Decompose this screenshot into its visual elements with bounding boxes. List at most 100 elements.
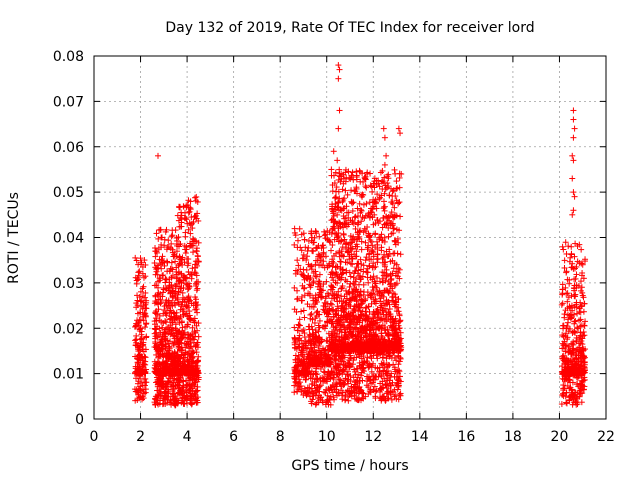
y-tick-label: 0.05 bbox=[53, 185, 84, 201]
data-point bbox=[139, 313, 146, 320]
data-point bbox=[166, 344, 173, 351]
data-point bbox=[157, 397, 164, 404]
data-point bbox=[139, 393, 146, 400]
data-point bbox=[136, 368, 143, 375]
data-point bbox=[336, 107, 343, 114]
data-point bbox=[162, 275, 169, 282]
data-point bbox=[154, 249, 161, 256]
data-point bbox=[305, 244, 312, 251]
data-point bbox=[156, 227, 163, 234]
data-point bbox=[193, 395, 200, 402]
data-point bbox=[381, 161, 388, 168]
data-point bbox=[167, 307, 174, 314]
data-point bbox=[133, 257, 140, 264]
data-point bbox=[137, 325, 144, 332]
data-point bbox=[143, 334, 150, 341]
data-point bbox=[181, 296, 188, 303]
data-point bbox=[164, 244, 171, 251]
data-point bbox=[136, 294, 143, 301]
data-point bbox=[154, 271, 161, 278]
data-point bbox=[159, 359, 166, 366]
data-point bbox=[168, 327, 175, 334]
data-point bbox=[157, 390, 164, 397]
data-point bbox=[132, 337, 139, 344]
x-tick-label: 16 bbox=[457, 429, 475, 445]
data-point bbox=[565, 294, 572, 301]
data-point bbox=[159, 401, 166, 408]
data-point bbox=[189, 225, 196, 232]
data-point bbox=[380, 125, 387, 132]
data-point bbox=[157, 260, 164, 267]
data-point bbox=[134, 275, 141, 282]
data-point bbox=[137, 288, 144, 295]
data-point bbox=[163, 383, 170, 390]
data-point bbox=[168, 351, 175, 358]
data-point bbox=[153, 266, 160, 273]
data-point bbox=[385, 233, 392, 240]
data-point bbox=[142, 346, 149, 353]
data-point bbox=[195, 333, 202, 340]
data-point bbox=[142, 366, 149, 373]
data-point bbox=[335, 75, 342, 82]
data-point bbox=[170, 342, 177, 349]
data-point bbox=[160, 285, 167, 292]
data-point bbox=[358, 246, 365, 253]
data-point bbox=[571, 193, 578, 200]
data-point bbox=[397, 317, 404, 324]
data-point bbox=[142, 310, 149, 317]
data-point bbox=[185, 226, 192, 233]
data-point bbox=[168, 233, 175, 240]
data-point bbox=[182, 215, 189, 222]
data-point bbox=[195, 258, 202, 265]
data-point bbox=[187, 206, 194, 213]
data-point bbox=[167, 322, 174, 329]
data-point bbox=[165, 340, 172, 347]
data-point bbox=[338, 258, 345, 265]
data-point bbox=[153, 395, 160, 402]
data-point bbox=[392, 170, 399, 177]
data-point bbox=[158, 241, 165, 248]
data-point bbox=[178, 216, 185, 223]
data-point bbox=[301, 236, 308, 243]
data-point bbox=[157, 353, 164, 360]
data-point bbox=[391, 238, 398, 245]
data-point bbox=[182, 377, 189, 384]
data-point bbox=[135, 391, 142, 398]
data-point bbox=[163, 226, 170, 233]
data-point bbox=[134, 380, 141, 387]
data-point bbox=[161, 392, 168, 399]
data-point bbox=[154, 323, 161, 330]
data-point bbox=[181, 259, 188, 266]
data-point bbox=[141, 369, 148, 376]
data-point bbox=[170, 357, 177, 364]
data-point bbox=[156, 293, 163, 300]
data-point bbox=[185, 197, 192, 204]
data-point bbox=[188, 214, 195, 221]
data-point bbox=[321, 299, 328, 306]
data-point bbox=[171, 316, 178, 323]
data-point bbox=[142, 289, 149, 296]
x-tick-label: 2 bbox=[136, 429, 145, 445]
data-point bbox=[191, 315, 198, 322]
data-point bbox=[328, 247, 335, 254]
data-point bbox=[152, 253, 159, 260]
data-point bbox=[357, 206, 364, 213]
data-point bbox=[176, 261, 183, 268]
data-point bbox=[138, 331, 145, 338]
data-point bbox=[159, 378, 166, 385]
data-point bbox=[186, 388, 193, 395]
data-point bbox=[192, 306, 199, 313]
data-point bbox=[151, 260, 158, 267]
y-tick-label: 0.08 bbox=[53, 49, 84, 65]
data-point bbox=[158, 338, 165, 345]
data-point bbox=[165, 389, 172, 396]
data-point bbox=[169, 302, 176, 309]
data-point bbox=[189, 400, 196, 407]
y-axis-label: ROTI / TECUs bbox=[6, 192, 22, 284]
data-point bbox=[137, 375, 144, 382]
data-point bbox=[159, 324, 166, 331]
data-point bbox=[569, 211, 576, 218]
data-point bbox=[320, 242, 327, 249]
y-tick-label: 0 bbox=[75, 412, 84, 428]
